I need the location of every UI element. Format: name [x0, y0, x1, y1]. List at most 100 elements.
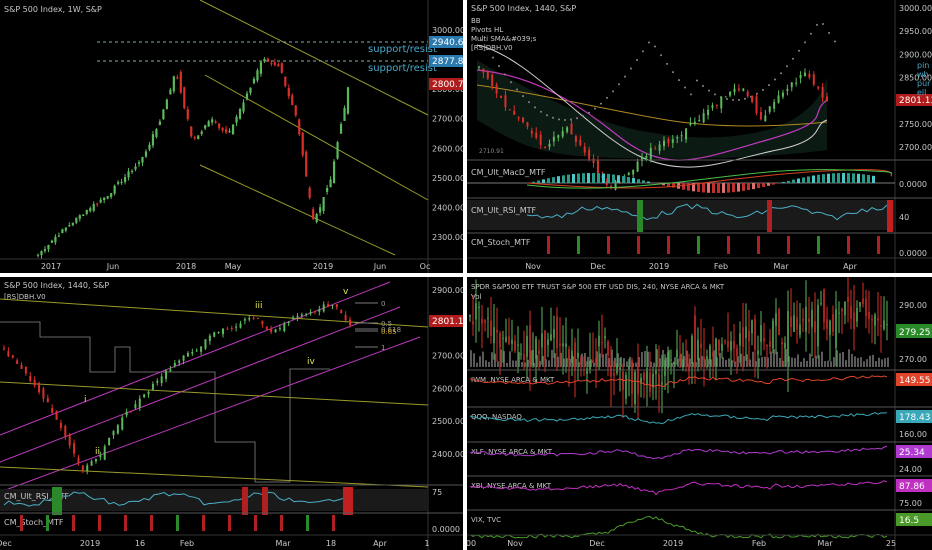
daily-candle	[667, 138, 670, 144]
daily-candle	[486, 71, 489, 79]
daily-candle	[478, 66, 480, 68]
spy-candle	[802, 318, 804, 321]
macd-bar	[852, 173, 855, 183]
pivot-dot	[792, 57, 794, 60]
rsi-bg	[0, 489, 428, 511]
daily-bb-chart-panel[interactable]: S&P 500 Index, 1440, S&P BB Pivots HL Multi…	[467, 0, 932, 273]
weekly-chart-svg[interactable]: S&P 500 Index, 1W, S&P3000.002900.002800…	[0, 0, 463, 273]
subchart-value: 149.55	[899, 376, 931, 386]
spy-candle	[619, 367, 621, 371]
daily-candle	[504, 95, 507, 108]
volume-bar	[854, 356, 856, 367]
volume-bar	[701, 355, 703, 367]
weekly-candle	[68, 225, 71, 227]
volume-bar	[857, 357, 859, 367]
macd-bar	[787, 180, 790, 183]
daily-candle	[689, 122, 692, 125]
elliott-candle	[173, 362, 176, 367]
weekly-candle	[162, 109, 165, 120]
spy-candle	[775, 313, 777, 326]
weekly-candle	[96, 203, 99, 205]
macd-bar	[632, 178, 635, 183]
elliott-candle	[221, 328, 224, 335]
weekly-chart-panel[interactable]: S&P 500 Index, 1W, S&P3000.002900.002800…	[0, 0, 463, 273]
weekly-candle	[113, 185, 116, 194]
volume-bar	[716, 357, 718, 367]
y-tick-label: 2700.00	[432, 352, 463, 361]
spy-candle	[769, 341, 771, 347]
macd-bar	[642, 180, 645, 183]
volume-bar	[509, 351, 511, 367]
stoch-label: CM_Stoch_MTF	[4, 518, 64, 527]
spy-candle	[643, 372, 645, 380]
volume-bar	[473, 353, 475, 367]
volume-bar	[524, 362, 526, 367]
volume-bar	[551, 349, 553, 367]
spy-comparison-chart-panel[interactable]: SPDR S&P500 ETF TRUST S&P 500 ETF USD DI…	[467, 277, 932, 550]
elliott-candle	[108, 437, 111, 446]
elliott-candle	[112, 431, 115, 436]
stoch-bar	[20, 515, 23, 531]
spy-candle	[517, 344, 519, 346]
volume-bar	[614, 357, 616, 367]
daily-candle	[482, 68, 485, 73]
volume-bar	[542, 356, 544, 367]
volume-bar	[653, 362, 655, 367]
weekly-candle	[179, 72, 182, 93]
elliott-candle	[46, 398, 49, 403]
pivot-dot	[582, 114, 584, 117]
weekly-candle	[211, 119, 214, 123]
volume-bar	[860, 357, 862, 367]
stoch-bar	[757, 236, 760, 254]
y-tick-label: 2850.00	[899, 74, 932, 83]
daily-candle	[676, 137, 679, 139]
volume-bar	[869, 355, 871, 367]
x-tick-label: Feb	[180, 539, 194, 548]
macd-bar	[827, 173, 830, 183]
daily-candle	[711, 105, 714, 108]
pivot-value-label: 2710.91	[479, 148, 504, 155]
macd-bar	[667, 183, 670, 187]
channel-line	[204, 74, 429, 201]
spy-comparison-chart-svg[interactable]: SPDR S&P500 ETF TRUST S&P 500 ETF USD DI…	[467, 277, 932, 550]
spy-candle	[652, 373, 654, 388]
spy-candle	[478, 306, 480, 309]
daily-candle	[614, 181, 617, 190]
spy-candle	[595, 357, 597, 366]
rsi-overbought-bar	[262, 487, 268, 515]
daily-elliott-chart-panel[interactable]: S&P 500 Index, 1440, S&P [RS]DBH.V0 2900.0…	[0, 277, 463, 550]
elliott-candle	[195, 350, 198, 352]
y-tick-label: 2950.00	[899, 27, 932, 36]
elliott-candle	[33, 379, 36, 386]
elliott-candle	[73, 443, 76, 454]
weekly-candle	[207, 121, 210, 127]
daily-elliott-chart-svg[interactable]: S&P 500 Index, 1440, S&P [RS]DBH.V0 2900.0…	[0, 277, 463, 550]
macd-bar	[637, 179, 640, 183]
pivot-dot	[714, 93, 716, 96]
volume-bar	[686, 350, 688, 367]
spy-candle	[667, 352, 669, 369]
pivot-dot	[636, 59, 638, 62]
spy-candle	[733, 341, 735, 349]
spy-candle	[781, 342, 783, 345]
pivot-dot	[690, 93, 692, 96]
x-tick-label: Dec	[590, 262, 605, 271]
weekly-candle	[291, 95, 294, 106]
spy-candle	[541, 333, 543, 348]
spy-candle	[481, 318, 483, 324]
spy-candle	[496, 329, 498, 333]
daily-candle	[544, 146, 547, 148]
spy-candle	[826, 319, 828, 329]
daily-candle	[724, 96, 727, 98]
weekly-candle	[312, 209, 315, 220]
subchart-line	[469, 412, 888, 425]
weekly-candle	[92, 203, 95, 211]
x-tick-label: 2019	[663, 539, 683, 548]
spy-candle	[508, 336, 510, 344]
weekly-candle	[245, 93, 249, 100]
elliott-candle	[191, 352, 194, 354]
spy-candle	[685, 357, 687, 361]
macd-bar	[802, 177, 805, 183]
volume-bar	[842, 352, 844, 367]
